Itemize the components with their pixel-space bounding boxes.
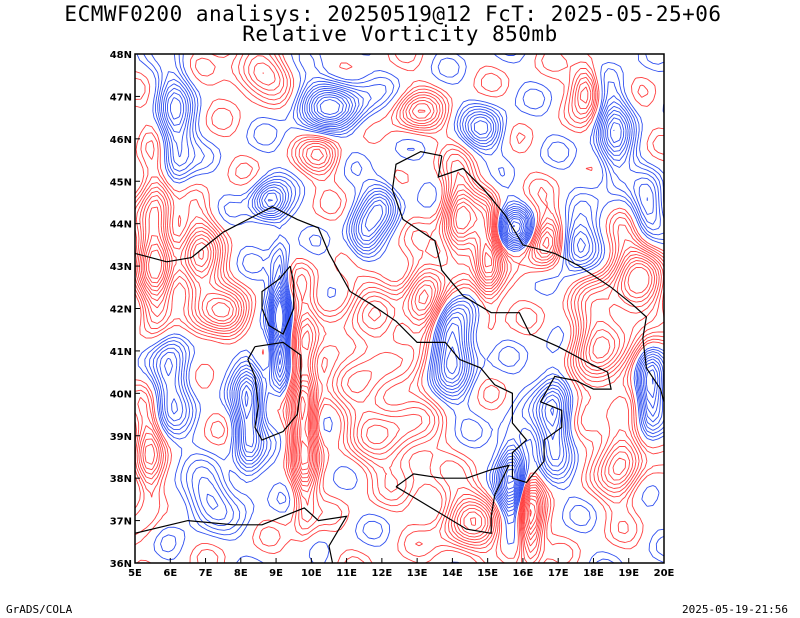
positive-vorticity-contour xyxy=(144,197,656,532)
corsica-coastline xyxy=(261,265,295,335)
lat-label: 48N xyxy=(110,50,132,61)
positive-vorticity-contour xyxy=(145,201,653,526)
negative-vorticity-contour xyxy=(170,92,656,497)
positive-vorticity-contour xyxy=(137,62,664,553)
lon-label: 12E xyxy=(371,568,392,579)
lat-label: 36N xyxy=(110,559,132,570)
lon-label: 13E xyxy=(407,568,428,579)
lat-label: 38N xyxy=(110,474,132,485)
negative-vorticity-contour xyxy=(167,90,659,500)
sicily-coastline xyxy=(395,464,510,535)
positive-vorticity-contour xyxy=(135,54,664,563)
lon-label: 16E xyxy=(513,568,534,579)
negative-vorticity-contour xyxy=(136,54,664,563)
positive-vorticity-contour xyxy=(148,205,650,517)
lat-label: 41N xyxy=(110,347,132,358)
negative-vorticity-contour xyxy=(164,87,661,503)
lon-label: 6E xyxy=(163,568,177,579)
lon-label: 15E xyxy=(477,568,498,579)
plot-area xyxy=(135,54,664,563)
lon-label: 10E xyxy=(301,568,322,579)
lon-label: 8E xyxy=(234,568,248,579)
lat-label: 45N xyxy=(110,177,132,188)
timestamp: 2025-05-19-21:56 xyxy=(682,603,788,616)
vorticity-contours xyxy=(135,54,664,563)
lat-label: 37N xyxy=(110,517,132,528)
lon-label: 11E xyxy=(336,568,357,579)
map-subtitle: Relative Vorticity 850mb xyxy=(242,22,558,46)
balkan-coastline xyxy=(437,155,664,402)
lon-label: 20E xyxy=(654,568,675,579)
map-axes: 48N 47N 46N 45N 44N 43N 42N 41N 40N 39N 38N 37N 36N5… xyxy=(110,50,675,579)
lat-label: 40N xyxy=(110,389,132,400)
positive-vorticity-contour xyxy=(142,109,658,535)
lat-label: 47N xyxy=(110,92,132,103)
sardinia-coastline xyxy=(247,341,302,441)
negative-vorticity-contour xyxy=(155,78,664,521)
italy-coastline xyxy=(222,150,612,484)
map-title: ECMWF0200 analisys: 20250519@12 FcT: 202… xyxy=(64,2,722,26)
coastlines xyxy=(135,150,664,563)
positive-vorticity-contour xyxy=(135,54,664,563)
lon-label: 18E xyxy=(583,568,604,579)
positive-vorticity-contour xyxy=(140,103,660,541)
negative-vorticity-contour xyxy=(244,96,615,490)
negative-vorticity-contour xyxy=(159,83,662,510)
lon-label: 14E xyxy=(442,568,463,579)
grads-credit: GrADS/COLA xyxy=(6,603,73,616)
lon-label: 19E xyxy=(618,568,639,579)
lon-label: 5E xyxy=(128,568,142,579)
lat-label: 46N xyxy=(110,135,132,146)
lat-label: 39N xyxy=(110,432,132,443)
lat-label: 43N xyxy=(110,262,132,273)
africa-coastline xyxy=(135,507,348,563)
negative-vorticity-contour xyxy=(152,71,664,526)
lon-label: 7E xyxy=(199,568,213,579)
lat-label: 44N xyxy=(110,220,132,231)
lat-label: 42N xyxy=(110,305,132,316)
positive-vorticity-contour xyxy=(139,72,662,547)
negative-vorticity-contour xyxy=(143,54,664,563)
positive-vorticity-contour xyxy=(135,55,664,560)
negative-vorticity-contour xyxy=(241,94,654,494)
lon-label: 17E xyxy=(548,568,569,579)
lon-label: 9E xyxy=(269,568,283,579)
france-coastline xyxy=(135,231,224,263)
